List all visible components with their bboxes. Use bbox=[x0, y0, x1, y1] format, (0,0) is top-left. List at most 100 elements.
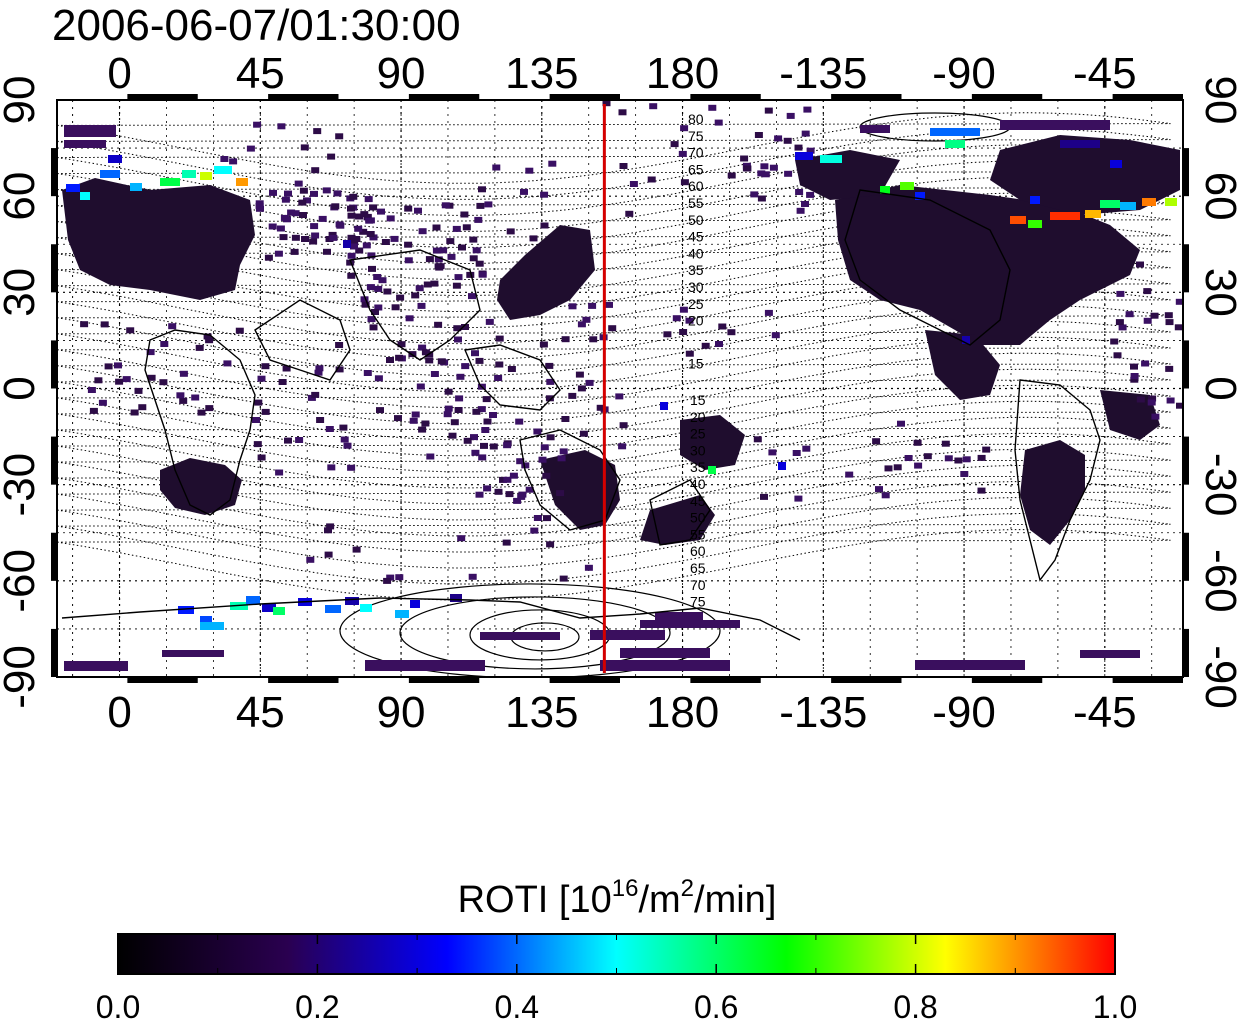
roti-cell bbox=[461, 363, 470, 370]
roti-high-cell bbox=[108, 155, 122, 163]
mlat-contour bbox=[57, 160, 1171, 232]
frame-segment bbox=[549, 94, 620, 100]
mlat-contour bbox=[57, 432, 1171, 505]
roti-high-cell bbox=[778, 462, 786, 470]
roti-cell bbox=[261, 363, 270, 370]
roti-cell bbox=[257, 375, 266, 382]
roti-cell bbox=[444, 388, 453, 395]
roti-high-cell bbox=[930, 128, 980, 136]
roti-cell bbox=[331, 203, 340, 210]
roti-cell bbox=[475, 357, 484, 364]
roti-cell bbox=[489, 443, 498, 450]
roti-high-cell bbox=[1165, 198, 1177, 206]
roti-high-cell bbox=[360, 604, 372, 612]
roti-cell bbox=[352, 236, 361, 242]
roti-cell bbox=[701, 342, 710, 349]
roti-cell bbox=[376, 407, 384, 414]
roti-high-cell bbox=[100, 170, 120, 178]
roti-high-cell bbox=[200, 172, 212, 180]
roti-high-cell bbox=[880, 186, 890, 194]
top-lon-label: 45 bbox=[236, 49, 285, 98]
roti-cell bbox=[432, 224, 441, 231]
roti-cell bbox=[513, 497, 522, 504]
frame-segment bbox=[1183, 436, 1189, 485]
roti-dense-region bbox=[540, 450, 620, 530]
roti-cell bbox=[274, 250, 283, 257]
mlat-label-north: 35 bbox=[688, 262, 704, 278]
roti-cell bbox=[538, 456, 547, 463]
roti-cell bbox=[469, 255, 478, 262]
roti-cell bbox=[794, 144, 803, 151]
roti-cell bbox=[786, 112, 795, 119]
roti-cell bbox=[391, 304, 400, 311]
roti-cell bbox=[525, 167, 534, 174]
roti-cell bbox=[395, 354, 404, 361]
roti-high-cell bbox=[325, 605, 341, 613]
roti-cell bbox=[426, 453, 435, 460]
roti-cell bbox=[179, 370, 188, 377]
frame-segment bbox=[690, 677, 761, 683]
roti-high-cell bbox=[200, 622, 224, 630]
roti-high-cell bbox=[1085, 210, 1101, 218]
mlat-contour bbox=[57, 400, 1171, 473]
roti-cell bbox=[475, 491, 484, 498]
frame-segment bbox=[408, 677, 480, 683]
roti-cell bbox=[254, 399, 263, 406]
roti-cell bbox=[685, 350, 694, 357]
roti-cell bbox=[269, 189, 277, 196]
roti-cell bbox=[602, 100, 611, 107]
roti-cell bbox=[954, 457, 963, 464]
roti-cell bbox=[309, 238, 318, 245]
colorbar-ticks: 0.0 0.2 0.4 0.6 0.8 1.0 bbox=[96, 934, 1137, 1024]
roti-cell bbox=[340, 436, 349, 443]
roti-cell bbox=[363, 213, 372, 220]
roti-cell bbox=[303, 197, 311, 204]
bottom-lon-label: 135 bbox=[505, 688, 578, 737]
roti-cell bbox=[100, 321, 109, 328]
roti-cell bbox=[715, 341, 723, 347]
top-longitude-labels: 0 45 90 135 180 -135 -90 -45 bbox=[107, 49, 1136, 98]
roti-cell bbox=[582, 316, 591, 323]
roti-cell bbox=[460, 211, 469, 218]
roti-cell bbox=[396, 294, 405, 301]
roti-cell bbox=[533, 428, 542, 435]
roti-cell bbox=[339, 424, 348, 431]
frame-segment bbox=[971, 677, 1043, 683]
roti-cell bbox=[298, 199, 307, 206]
roti-cell bbox=[649, 103, 658, 110]
roti-cell bbox=[1147, 399, 1156, 406]
roti-cell bbox=[708, 104, 717, 111]
roti-cell bbox=[374, 304, 383, 311]
roti-cell bbox=[1174, 324, 1183, 331]
roti-cell bbox=[499, 476, 507, 483]
roti-cell bbox=[430, 371, 439, 377]
roti-south-band bbox=[655, 612, 703, 622]
roti-cell bbox=[329, 234, 338, 241]
roti-cell bbox=[483, 485, 492, 492]
roti-cell bbox=[276, 225, 285, 232]
roti-dense-region bbox=[1020, 440, 1085, 545]
roti-cell bbox=[290, 248, 299, 255]
map-timestamp: 2006-06-07/01:30:00 bbox=[52, 1, 461, 50]
roti-cell bbox=[397, 341, 406, 348]
roti-cell bbox=[453, 325, 462, 332]
roti-cell bbox=[404, 241, 413, 248]
roti-cell bbox=[509, 472, 518, 479]
roti-cell bbox=[255, 200, 264, 207]
roti-cell bbox=[98, 399, 107, 406]
roti-cell bbox=[361, 301, 370, 308]
roti-cell bbox=[893, 464, 902, 471]
roti-cell bbox=[468, 293, 476, 300]
roti-cell bbox=[801, 130, 810, 137]
bottom-lon-label: 0 bbox=[107, 688, 131, 737]
roti-cell bbox=[530, 527, 539, 534]
frame-segment bbox=[1183, 148, 1189, 197]
roti-cell bbox=[577, 385, 586, 392]
mlat-label-south: 50 bbox=[690, 510, 706, 526]
roti-cell bbox=[374, 375, 383, 382]
roti-cell bbox=[718, 323, 727, 330]
mlat-label-south: 30 bbox=[690, 442, 706, 458]
roti-cell bbox=[618, 443, 627, 450]
roti-cell bbox=[489, 412, 497, 418]
frame-segment bbox=[51, 244, 57, 293]
